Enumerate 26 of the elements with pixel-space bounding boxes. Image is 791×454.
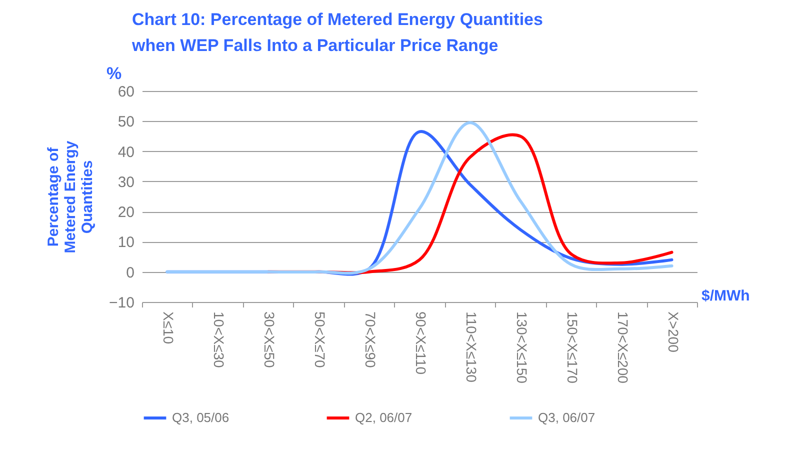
x-tick-label: X>200 bbox=[665, 312, 682, 353]
y-tick-label: 30 bbox=[118, 174, 134, 191]
y-tick-label: 10 bbox=[118, 234, 134, 252]
legend-label: Q3, 05/06 bbox=[172, 410, 230, 425]
y-tick-label: 60 bbox=[118, 84, 134, 100]
y-axis-title: Percentage of Metered Energy Quantities bbox=[45, 140, 96, 254]
legend-label: Q3, 06/07 bbox=[538, 410, 596, 425]
y-tick-label: 20 bbox=[118, 204, 134, 222]
y-tick-label: 50 bbox=[118, 114, 134, 131]
x-tick-label: 110<X≤130 bbox=[463, 312, 480, 383]
x-tick-label: 130<X≤150 bbox=[514, 312, 530, 384]
x-tick-label: X≤10 bbox=[160, 312, 177, 344]
x-axis-title: $/MWh bbox=[702, 288, 750, 304]
legend-label: Q2, 06/07 bbox=[355, 410, 412, 425]
x-tick-label: 150<X≤170 bbox=[564, 312, 580, 384]
text: % bbox=[106, 64, 122, 83]
y-tick-label: 40 bbox=[118, 144, 134, 161]
x-tick-label: 90<X≤110 bbox=[413, 312, 429, 375]
chart-title: Chart 10: Percentage of Metered Energy Quantities when WEP Falls Into a Particular Price Range bbox=[131, 10, 543, 55]
x-tick-label: 10<X≤30 bbox=[211, 312, 228, 368]
x-tick-label: 50<X≤70 bbox=[312, 312, 328, 368]
y-tick-label: −10 bbox=[109, 294, 134, 312]
x-tick-label: 70<X≤90 bbox=[362, 312, 379, 368]
y-tick-label: 0 bbox=[126, 264, 134, 282]
x-tick-label: 30<X≤50 bbox=[262, 312, 278, 368]
x-tick-label: 170<X≤200 bbox=[614, 312, 631, 384]
